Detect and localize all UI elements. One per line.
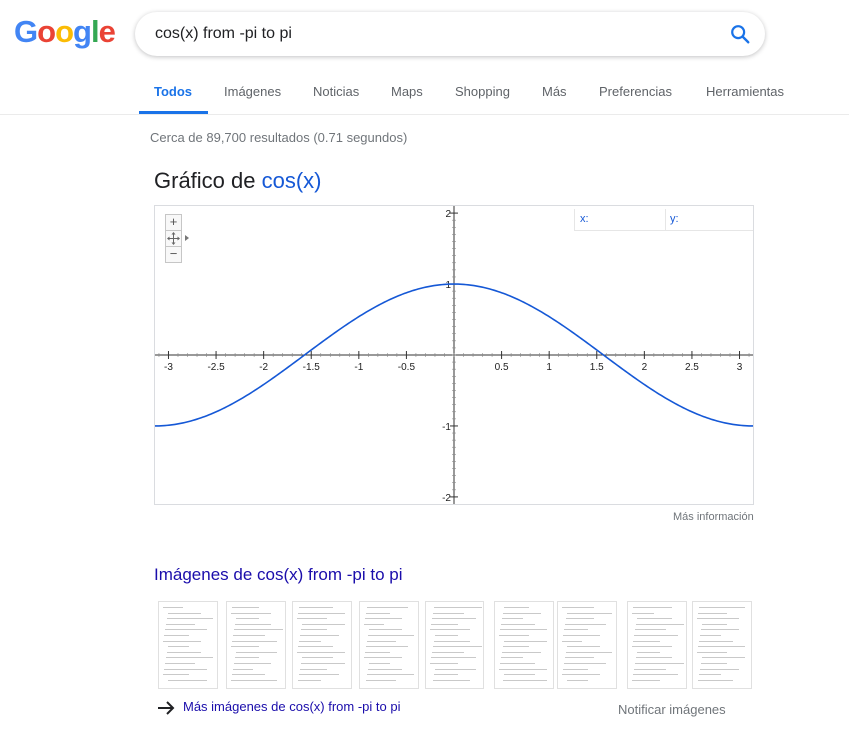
images-section-title[interactable]: Imágenes de cos(x) from -pi to pi [154, 565, 403, 584]
logo-letter: o [37, 14, 56, 49]
x-tick-label: -1 [354, 362, 363, 373]
graph-title-prefix: Gráfico de [154, 168, 256, 193]
image-thumbnail[interactable] [359, 601, 419, 689]
active-tab-indicator [139, 111, 208, 114]
search-input[interactable] [155, 12, 715, 56]
image-thumbnail[interactable] [292, 601, 352, 689]
tab-mas[interactable]: Más [542, 84, 567, 99]
y-tick-label: 1 [445, 280, 451, 291]
y-tick-label: -2 [442, 493, 451, 504]
arrow-right-icon [158, 700, 175, 715]
x-tick-label: 0.5 [495, 362, 509, 373]
tab-noticias[interactable]: Noticias [313, 84, 360, 99]
tab-imagenes[interactable]: Imágenes [224, 84, 282, 99]
x-tick-label: 2.5 [685, 362, 699, 373]
tab-shopping[interactable]: Shopping [455, 84, 510, 99]
more-images-label[interactable]: Más imágenes de cos(x) from -pi to pi [183, 699, 401, 714]
x-tick-label: 2 [642, 362, 648, 373]
zoom-out-button[interactable]: − [165, 246, 182, 263]
x-tick-label: 3 [737, 362, 743, 373]
report-images-link[interactable]: Notificar imágenes [618, 702, 726, 717]
logo-letter: G [14, 14, 38, 49]
search-tabs: Todos Imágenes Noticias Maps Shopping Má… [0, 70, 849, 115]
image-thumbnail[interactable] [692, 601, 752, 689]
graph-title: Gráfico de cos(x) [154, 168, 322, 194]
more-info-link[interactable]: Más información [673, 511, 754, 523]
google-logo[interactable]: Google [14, 14, 116, 50]
logo-letter: l [90, 14, 100, 49]
x-tick-label: -3 [164, 362, 173, 373]
graph-title-function[interactable]: cos(x) [261, 168, 322, 193]
y-readout-label: y: [670, 213, 679, 225]
x-tick-label: -1.5 [303, 362, 321, 373]
tab-maps[interactable]: Maps [391, 84, 423, 99]
x-tick-label: -0.5 [398, 362, 416, 373]
result-stats: Cerca de 89,700 resultados (0.71 segundo… [150, 130, 408, 145]
coordinate-readout: x: y: [574, 209, 753, 231]
tab-herramientas[interactable]: Herramientas [706, 84, 785, 99]
zoom-in-button[interactable]: + [165, 214, 182, 231]
search-icon[interactable] [729, 23, 751, 45]
image-thumbnail[interactable] [425, 601, 484, 689]
image-thumbnail[interactable] [158, 601, 218, 689]
logo-letter: e [98, 14, 116, 49]
x-tick-label: 1 [546, 362, 552, 373]
tab-todos[interactable]: Todos [154, 84, 193, 99]
y-tick-label: -1 [442, 422, 451, 433]
y-tick-label: 2 [445, 209, 451, 220]
x-tick-label: 1.5 [590, 362, 604, 373]
search-box[interactable] [135, 12, 765, 56]
x-tick-label: -2.5 [207, 362, 225, 373]
logo-letter: g [73, 14, 92, 49]
graph-plot[interactable]: -3 -2.5 -2 -1.5 -1 -0.5 0.5 1 1.5 2 2.5 3 2 1 -1 -2 [155, 206, 753, 504]
x-tick-label: -2 [259, 362, 268, 373]
pan-button[interactable] [165, 230, 182, 247]
image-thumbnail[interactable] [557, 601, 617, 689]
tab-preferencias[interactable]: Preferencias [599, 84, 672, 99]
image-thumbnail[interactable] [226, 601, 286, 689]
image-thumbnail[interactable] [627, 601, 687, 689]
chevron-right-icon[interactable] [183, 233, 191, 243]
cos-curve [155, 283, 753, 427]
x-readout-label: x: [580, 213, 589, 225]
image-thumbnail[interactable] [494, 601, 554, 689]
function-graph[interactable]: -3 -2.5 -2 -1.5 -1 -0.5 0.5 1 1.5 2 2.5 3 2 1 -1 -2 + −… [154, 205, 754, 505]
more-images-link[interactable]: Más imágenes de cos(x) from -pi to pi [157, 699, 400, 715]
move-icon [167, 232, 180, 245]
logo-letter: o [55, 14, 74, 49]
